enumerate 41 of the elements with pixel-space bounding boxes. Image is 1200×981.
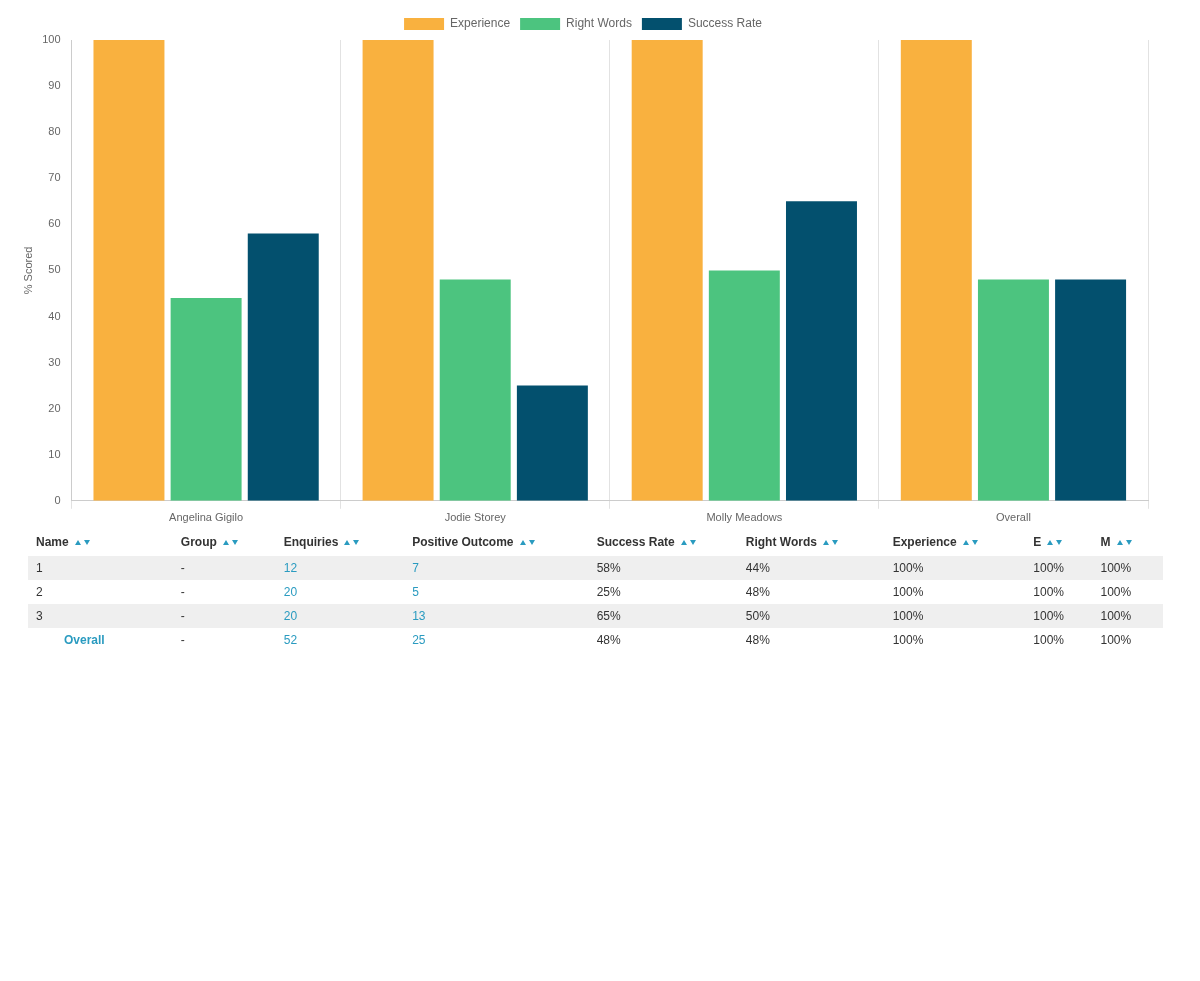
x-tick-label: Molly Meadows bbox=[706, 511, 783, 524]
bar bbox=[631, 40, 703, 501]
y-tick-label: 70 bbox=[48, 171, 61, 184]
legend-label: Success Rate bbox=[687, 16, 763, 31]
y-tick-label: 80 bbox=[48, 125, 61, 138]
text: Success Rate bbox=[596, 535, 675, 549]
text: E bbox=[1033, 535, 1042, 549]
bar bbox=[708, 270, 780, 501]
y-tick-label: 10 bbox=[48, 447, 61, 460]
text: Group bbox=[180, 535, 217, 549]
bar bbox=[785, 201, 857, 501]
y-tick-label: 100 bbox=[42, 33, 61, 46]
y-tick-label: 60 bbox=[48, 217, 61, 230]
bar bbox=[516, 385, 588, 501]
text: M bbox=[1100, 535, 1111, 549]
y-tick-label: 50 bbox=[48, 263, 61, 276]
text: Enquiries bbox=[283, 535, 339, 549]
y-tick-label: 90 bbox=[48, 79, 61, 92]
x-tick-label: Angelina Gigilo bbox=[169, 511, 244, 524]
bar bbox=[439, 279, 511, 501]
bar bbox=[362, 40, 434, 501]
y-tick-label: 40 bbox=[48, 309, 61, 322]
text: Name bbox=[36, 535, 69, 549]
legend-label: Experience bbox=[450, 16, 511, 31]
bar bbox=[170, 298, 242, 501]
y-tick-label: 0 bbox=[54, 493, 61, 506]
bar bbox=[93, 40, 165, 501]
legend-label: Right Words bbox=[566, 16, 632, 31]
table-row: 2 - 20 5 25% 48% 100% 100% 100% bbox=[28, 580, 1163, 604]
bar bbox=[900, 40, 972, 501]
y-axis-title: % Scored bbox=[21, 246, 34, 295]
text: Experience bbox=[892, 535, 957, 549]
x-tick-label: Overall bbox=[996, 511, 1031, 524]
bar bbox=[977, 279, 1049, 501]
bar bbox=[1055, 279, 1127, 501]
x-tick-label: Jodie Storey bbox=[444, 511, 507, 524]
text: Right Words bbox=[745, 535, 817, 549]
y-tick-label: 30 bbox=[48, 355, 61, 368]
y-tick-label: 20 bbox=[48, 401, 61, 414]
bar bbox=[247, 233, 319, 501]
text: Positive Outcome bbox=[412, 535, 514, 549]
